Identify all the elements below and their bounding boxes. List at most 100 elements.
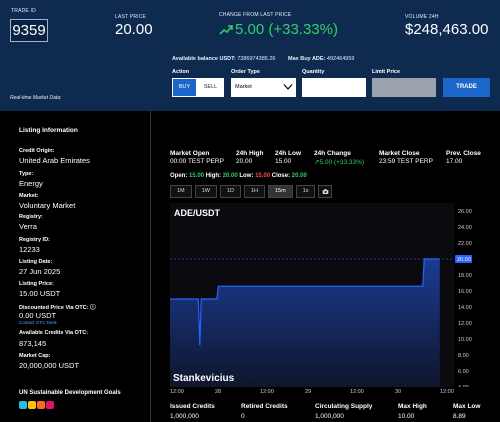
trend-up-icon <box>219 24 233 35</box>
registry-value: Verra <box>19 222 37 231</box>
sdg-goal-icon[interactable] <box>28 401 36 409</box>
quantity-label: Quantity <box>302 69 325 75</box>
change-24h-label: 24h Change <box>314 150 351 157</box>
y-tick-label: 4.00 <box>458 385 469 387</box>
x-tick-label: 28 <box>215 389 222 395</box>
sdg-title: UN Sustainable Development Goals <box>19 390 121 396</box>
high-24h-label: 24h High <box>236 150 264 157</box>
chevron-down-icon <box>283 84 293 90</box>
sdg-goal-icon[interactable] <box>37 401 45 409</box>
timeframe-button[interactable]: 1s <box>295 185 316 198</box>
registry-id-value: 12233 <box>19 245 40 254</box>
last-price-badge <box>455 255 472 263</box>
listing-sidebar: Listing Information Credit Origin: Unite… <box>0 111 151 422</box>
change-value: 5.00 (+33.33%) <box>235 21 338 38</box>
realtime-label: Real-time Market Data: <box>10 95 62 101</box>
x-tick-label: 12:00 <box>350 389 364 395</box>
y-tick-label: 16.00 <box>458 289 472 295</box>
discounted-price-value: 0.00 USDT <box>19 311 57 320</box>
trend-up-icon: ↗ <box>314 159 320 166</box>
last-price-label: LAST PRICE <box>115 14 147 20</box>
y-tick-label: 18.00 <box>458 273 472 279</box>
y-tick-label: 22.00 <box>458 241 472 247</box>
market-close-label: Market Close <box>379 150 420 157</box>
trade-button[interactable]: TRADE <box>443 78 490 97</box>
y-tick-label: 26.00 <box>458 209 472 215</box>
market-label: Market: <box>19 193 39 199</box>
high-24h-value: 20.00 <box>236 158 253 165</box>
sdg-goal-icon[interactable] <box>46 401 54 409</box>
x-tick-label: 30 <box>395 389 402 395</box>
market-cap-value: 20,000,000 USDT <box>19 361 80 370</box>
chart-title: ADE/USDT <box>174 208 221 218</box>
x-tick-label: 12:00 <box>440 389 454 395</box>
y-tick-label: 24.00 <box>458 225 472 231</box>
timeframe-selector: 1M 1W 1D 1H 15m 1s <box>170 185 333 198</box>
sdg-goal-icon[interactable] <box>19 401 27 409</box>
timeframe-button[interactable]: 1W <box>194 185 217 198</box>
limit-price-input[interactable] <box>372 78 436 97</box>
price-area <box>170 259 440 387</box>
y-tick-label: 10.00 <box>458 337 472 343</box>
market-value: Voluntary Market <box>19 201 76 210</box>
y-tick-label: 12.00 <box>458 321 472 327</box>
screenshot-button[interactable] <box>318 185 333 198</box>
market-close-value: 23:59 TEST PERP <box>379 158 433 165</box>
issued-credits-value: 1,000,000 <box>170 413 199 420</box>
listing-price-value: 15.00 USDT <box>19 289 61 298</box>
retired-credits-value: 0 <box>241 413 245 420</box>
sidebar-title: Listing Information <box>19 127 78 134</box>
y-tick-label: 8.00 <box>458 353 469 359</box>
sdg-icons <box>19 401 54 409</box>
circulating-supply-label: Circulating Supply <box>315 403 373 410</box>
listing-date-label: Listing Date: <box>19 259 53 265</box>
order-type-label: Order Type <box>231 69 260 75</box>
registry-label: Registry: <box>19 214 43 220</box>
action-label: Action <box>172 69 190 75</box>
credit-origin-value: United Arab Emirates <box>19 156 90 165</box>
max-high-value: 10.00 <box>398 413 415 420</box>
order-type-select[interactable]: Market <box>231 78 296 97</box>
max-low-label: Max Low <box>453 403 481 410</box>
last-price-badge-label: 20.00 <box>457 257 471 263</box>
credit-origin-label: Credit Origin: <box>19 148 55 154</box>
available-balance: Available balance USDT: 7386974385.26 <box>172 56 276 62</box>
registry-id-label: Registry ID: <box>19 237 50 243</box>
last-price-value: 20.00 <box>115 21 153 38</box>
trade-id-value: 9359 <box>10 19 48 42</box>
camera-icon <box>322 189 329 194</box>
buy-button[interactable]: BUY <box>172 78 197 97</box>
type-value: Energy <box>19 179 43 188</box>
volume-label: VOLUME 24H <box>405 14 439 20</box>
x-tick-label: 12:00 <box>170 389 184 395</box>
timeframe-button[interactable]: 15m <box>267 185 293 198</box>
otc-credits-value: 873,145 <box>19 339 47 348</box>
sell-button[interactable]: SELL <box>197 78 224 97</box>
trade-id-label: TRADE ID <box>11 8 36 14</box>
max-high-label: Max High <box>398 403 427 410</box>
listing-date-value: 27 Jun 2025 <box>19 267 61 276</box>
x-tick-label: 29 <box>305 389 312 395</box>
issued-credits-label: Issued Credits <box>170 403 215 410</box>
otc-credits-label: Available Credits Via OTC: <box>19 330 89 336</box>
limit-price-label: Limit Price <box>372 69 401 75</box>
market-open-value: 00:00 TEST PERP <box>170 158 224 165</box>
low-24h-value: 15.00 <box>275 158 292 165</box>
timeframe-button[interactable]: 1M <box>170 185 192 198</box>
change-24h-value: ↗5.00 (+33.33%) <box>314 159 365 166</box>
low-24h-label: 24h Low <box>275 150 302 157</box>
retired-credits-label: Retired Credits <box>241 403 288 410</box>
discounted-price-label: Discounted Price Via OTC: ⓘ <box>19 305 96 311</box>
timeframe-button[interactable]: 1D <box>219 185 241 198</box>
timeframe-button[interactable]: 1H <box>243 185 265 198</box>
quantity-input[interactable] <box>302 78 366 97</box>
circulating-supply-value: 1,000,000 <box>315 413 344 420</box>
y-tick-label: 14.00 <box>458 305 472 311</box>
prev-close-value: 17.00 <box>446 158 463 165</box>
y-tick-label: 6.00 <box>458 369 469 375</box>
type-label: Type: <box>19 171 34 177</box>
price-chart[interactable]: 26.00 24.00 22.00 20.00 18.00 16.00 14.00 12.00… <box>170 203 472 387</box>
contact-otc-link[interactable]: Contact OTC Desk <box>19 320 57 325</box>
listing-price-label: Listing Price: <box>19 281 54 287</box>
market-cap-label: Market Cap: <box>19 353 51 359</box>
